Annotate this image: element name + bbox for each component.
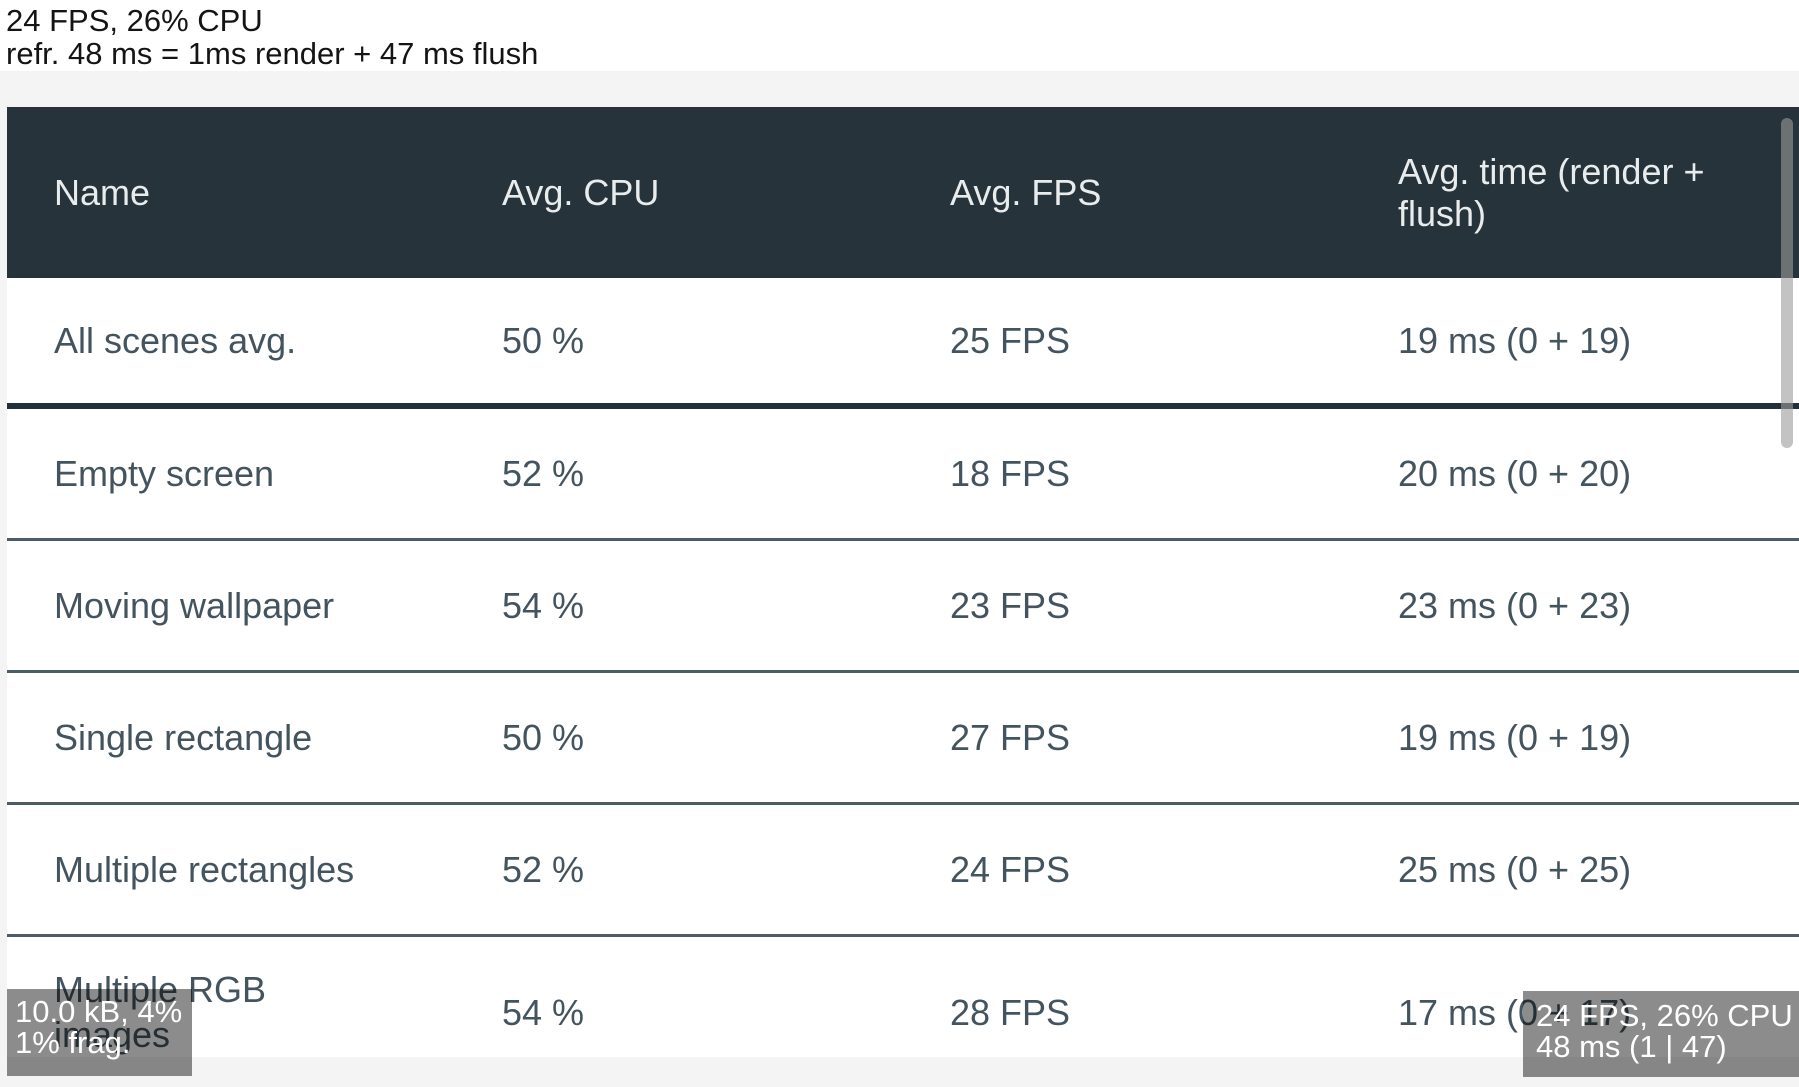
vertical-scrollbar-thumb[interactable] bbox=[1781, 118, 1793, 448]
cell-time: 17 ms (0 + 17) bbox=[1398, 991, 1632, 1033]
cell-time: 25 ms (0 + 25) bbox=[1398, 849, 1632, 890]
table-row: Single rectangle 50 % 27 FPS 19 ms (0 + … bbox=[7, 673, 1799, 805]
benchmark-summary-table[interactable]: Name Avg. CPU Avg. FPS Avg. time (render… bbox=[7, 107, 1799, 1057]
cell-fps: 18 FPS bbox=[950, 453, 1071, 494]
cell-name: All scenes avg. bbox=[54, 320, 297, 361]
table-row: Moving wallpaper 54 % 23 FPS 23 ms (0 + … bbox=[7, 541, 1799, 673]
column-header-name: Name bbox=[54, 171, 151, 213]
column-header-avg-fps: Avg. FPS bbox=[950, 171, 1102, 213]
cell-fps: 25 FPS bbox=[950, 320, 1071, 361]
memory-frag-text: 1% frag. bbox=[15, 1025, 131, 1060]
cell-time: 19 ms (0 + 19) bbox=[1398, 320, 1632, 361]
cell-cpu: 54 % bbox=[502, 991, 585, 1033]
perf-timing-text: 48 ms (1 | 47) bbox=[1536, 1029, 1727, 1064]
cell-fps: 23 FPS bbox=[950, 585, 1071, 626]
top-bar bbox=[0, 0, 1799, 71]
cell-cpu: 52 % bbox=[502, 849, 585, 890]
cell-time: 23 ms (0 + 23) bbox=[1398, 585, 1632, 626]
table-row: Empty screen 52 % 18 FPS 20 ms (0 + 20) bbox=[7, 409, 1799, 541]
cell-time: 20 ms (0 + 20) bbox=[1398, 453, 1632, 494]
table-header-row: Name Avg. CPU Avg. FPS Avg. time (render… bbox=[7, 107, 1799, 278]
cell-cpu: 52 % bbox=[502, 453, 585, 494]
perf-label-line1: 24 FPS, 26% CPU bbox=[6, 3, 263, 38]
cell-fps: 28 FPS bbox=[950, 991, 1071, 1033]
cell-name: Multiple rectangles bbox=[54, 849, 355, 890]
cell-name: Single rectangle bbox=[54, 717, 313, 758]
cell-name: Moving wallpaper bbox=[54, 585, 335, 626]
memory-monitor-overlay: 10.0 kB, 4% 1% frag. bbox=[7, 989, 192, 1076]
refresh-performance-label: 24 FPS, 26% CPU refr. 48 ms = 1ms render… bbox=[6, 4, 538, 70]
table-row: Multiple RGB images 54 % 28 FPS 17 ms (0… bbox=[7, 937, 1799, 1057]
column-header-avg-time: Avg. time (render + flush) bbox=[1398, 150, 1705, 234]
column-header-avg-cpu: Avg. CPU bbox=[502, 171, 660, 213]
table-row: All scenes avg. 50 % 25 FPS 19 ms (0 + 1… bbox=[7, 278, 1799, 409]
cell-cpu: 50 % bbox=[502, 717, 585, 758]
cell-fps: 27 FPS bbox=[950, 717, 1071, 758]
memory-usage-text: 10.0 kB, 4% bbox=[15, 994, 183, 1029]
cell-cpu: 54 % bbox=[502, 585, 585, 626]
perf-label-line2: refr. 48 ms = 1ms render + 47 ms flush bbox=[6, 36, 539, 71]
cell-fps: 24 FPS bbox=[950, 849, 1071, 890]
perf-fps-cpu-text: 24 FPS, 26% CPU bbox=[1536, 998, 1793, 1033]
performance-monitor-overlay: 24 FPS, 26% CPU 48 ms (1 | 47) bbox=[1523, 991, 1799, 1077]
table-row: Multiple rectangles 52 % 24 FPS 25 ms (0… bbox=[7, 805, 1799, 937]
cell-cpu: 50 % bbox=[502, 320, 585, 361]
cell-name: Empty screen bbox=[54, 453, 275, 494]
cell-name: Multiple RGB images bbox=[54, 969, 267, 1055]
cell-time: 19 ms (0 + 19) bbox=[1398, 717, 1632, 758]
